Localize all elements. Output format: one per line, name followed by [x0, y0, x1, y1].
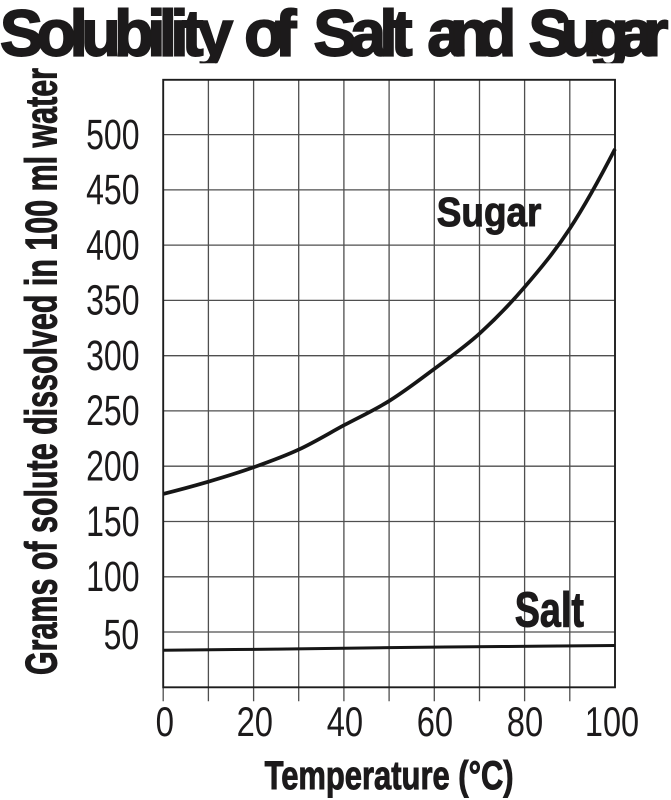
svg-text:of: of: [244, 0, 297, 69]
svg-text:400: 400: [86, 221, 139, 268]
svg-text:Solubility: Solubility: [0, 0, 233, 69]
svg-text:300: 300: [86, 332, 139, 379]
svg-text:100: 100: [585, 698, 639, 745]
svg-text:Sugar: Sugar: [437, 189, 542, 235]
svg-text:and: and: [427, 0, 516, 69]
svg-text:500: 500: [86, 111, 139, 158]
svg-text:Temperature (°C): Temperature (°C): [265, 753, 514, 798]
svg-text:350: 350: [86, 277, 139, 324]
svg-text:20: 20: [237, 698, 273, 745]
svg-text:450: 450: [86, 166, 139, 213]
svg-text:40: 40: [327, 698, 363, 745]
svg-text:250: 250: [86, 387, 139, 434]
svg-text:50: 50: [104, 611, 140, 658]
svg-text:Salt: Salt: [515, 584, 584, 638]
svg-text:60: 60: [417, 698, 453, 745]
svg-text:200: 200: [86, 443, 139, 490]
svg-text:Sugar: Sugar: [529, 0, 669, 69]
svg-text:0: 0: [156, 698, 174, 745]
svg-text:80: 80: [507, 698, 543, 745]
svg-text:Grams of solute dissolved in 1: Grams of solute dissolved in 100 ml wate…: [18, 68, 67, 675]
svg-text:100: 100: [86, 553, 139, 600]
svg-text:150: 150: [86, 498, 139, 545]
svg-text:Salt: Salt: [314, 0, 413, 69]
